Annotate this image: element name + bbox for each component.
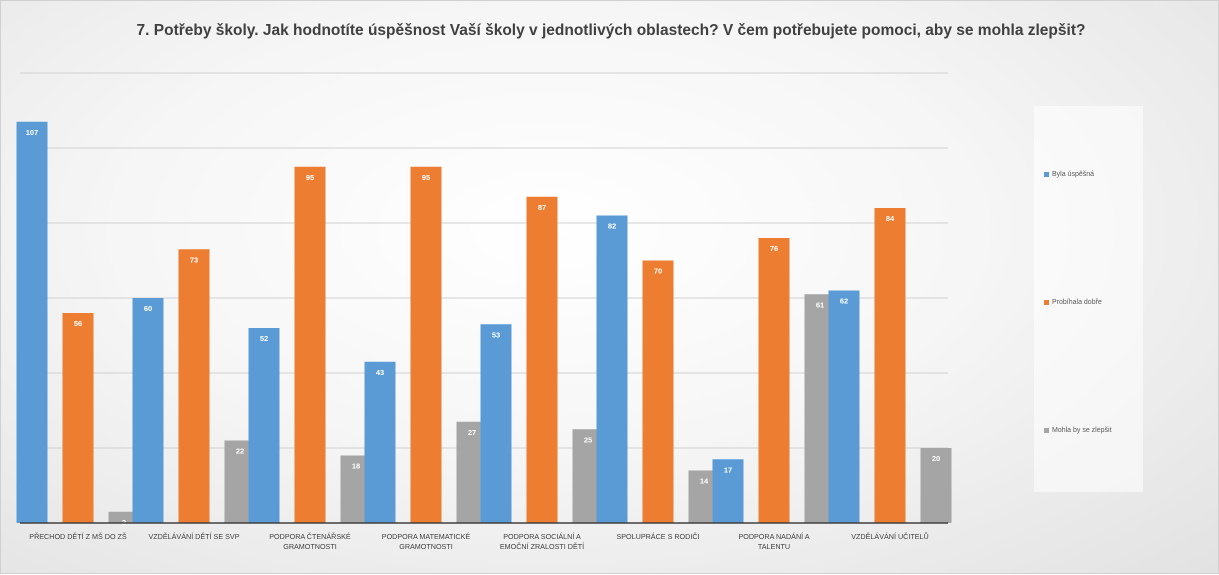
data-label: 62	[840, 297, 848, 306]
legend-swatch	[1044, 299, 1049, 305]
data-label: 95	[306, 173, 314, 182]
bar	[874, 208, 906, 523]
data-label: 107	[26, 128, 39, 137]
bar	[364, 361, 396, 523]
bar	[480, 324, 512, 523]
category-label: SPOLUPRÁCE S RODIČI	[616, 532, 699, 541]
category-label: VZDĚLÁVÁNÍ DĚTÍ SE SVP	[148, 532, 239, 541]
legend-label: Probíhala dobře	[1052, 299, 1102, 306]
data-label: 56	[74, 319, 82, 328]
data-label: 14	[700, 477, 709, 486]
data-label: 95	[422, 173, 430, 182]
chart-title: 7. Potřeby školy. Jak hodnotíte úspěšnos…	[136, 22, 1086, 39]
data-label: 87	[538, 203, 546, 212]
bar	[178, 249, 210, 523]
data-label: 18	[352, 462, 360, 471]
legend	[1034, 106, 1143, 492]
category-label: GRAMOTNOSTI	[399, 542, 453, 551]
data-label: 17	[724, 465, 732, 474]
legend-item: Mohla by se zlepšit	[1044, 427, 1112, 434]
bar	[758, 238, 790, 523]
category-label: PODPORA ČTENÁŘSKÉ	[269, 532, 351, 541]
bar	[526, 196, 558, 523]
data-label: 43	[376, 368, 384, 377]
bar	[248, 328, 280, 523]
data-label: 22	[236, 447, 244, 456]
bar	[294, 166, 326, 523]
data-label: 27	[468, 428, 476, 437]
bar	[920, 448, 952, 523]
bar	[410, 166, 442, 523]
legend-label: Mohla by se zlepšit	[1052, 427, 1112, 434]
data-label: 73	[190, 255, 198, 264]
bar	[712, 459, 744, 523]
legend-item: Probíhala dobře	[1044, 299, 1102, 306]
category-label: PODPORA SOCIÁLNÍ A	[503, 532, 581, 541]
data-label: 60	[144, 304, 152, 313]
data-label: 20	[932, 454, 940, 463]
bar	[16, 121, 48, 523]
legend-swatch	[1044, 171, 1049, 177]
category-label: GRAMOTNOSTI	[283, 542, 337, 551]
category-label: TALENTU	[758, 542, 790, 551]
bar	[108, 511, 140, 523]
data-label: 70	[654, 267, 662, 276]
legend-item: Byla úspěšná	[1044, 171, 1094, 178]
legend-swatch	[1044, 427, 1049, 433]
bar	[828, 290, 860, 523]
data-label: 25	[584, 435, 592, 444]
category-label: EMOČNÍ ZRALOSTI DĚTÍ	[500, 542, 584, 551]
data-label: 53	[492, 330, 500, 339]
data-label: 61	[816, 300, 824, 309]
category-label: PŘECHOD DĚTÍ Z MŠ DO ZŠ	[29, 532, 127, 541]
bar	[62, 313, 94, 523]
bar	[132, 298, 164, 523]
category-label: PODPORA NADÁNÍ A	[738, 532, 809, 541]
bar	[642, 260, 674, 523]
legend-label: Byla úspěšná	[1052, 171, 1095, 178]
data-label: 76	[770, 244, 778, 253]
category-label: PODPORA MATEMATICKÉ	[382, 532, 471, 541]
data-label: 52	[260, 334, 268, 343]
data-label: 84	[886, 214, 895, 223]
data-label: 82	[608, 222, 616, 231]
category-label: VZDĚLÁVÁNÍ UČITELŮ	[851, 532, 928, 541]
bar	[596, 215, 628, 523]
